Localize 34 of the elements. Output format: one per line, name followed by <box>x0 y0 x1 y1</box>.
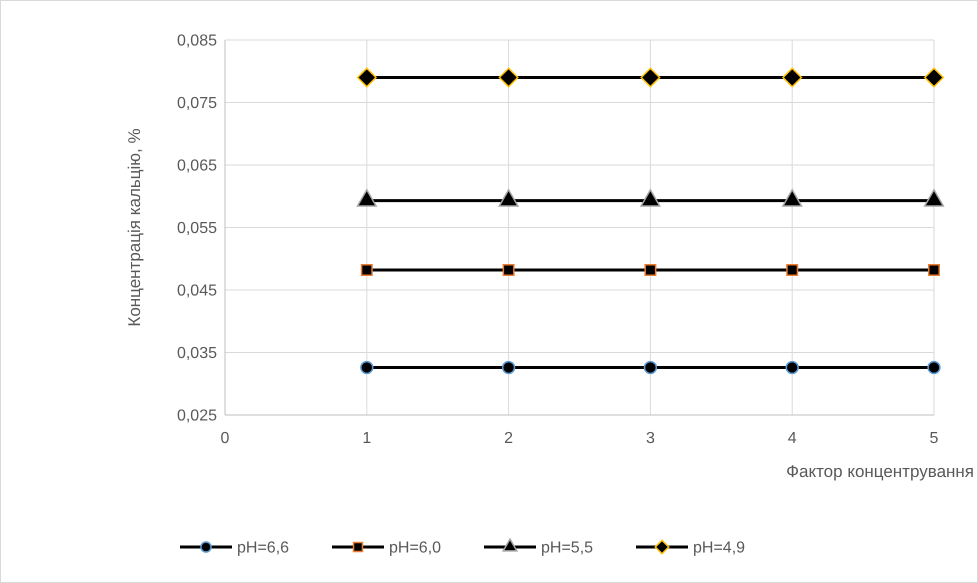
y-tick-label: 0,045 <box>176 282 218 300</box>
y-tick-label: 0,025 <box>176 408 218 425</box>
y-tick-label: 0,065 <box>176 158 218 175</box>
point <box>786 360 799 374</box>
point <box>782 68 802 88</box>
y-tick-label: 0,075 <box>176 95 218 112</box>
x-tick-label: 1 <box>362 430 372 447</box>
x-tick-label: 3 <box>646 430 655 447</box>
y-tick-label: 0,035 <box>176 345 218 362</box>
y-tick-label: 0,055 <box>176 220 218 238</box>
point <box>640 68 660 88</box>
point <box>502 264 515 276</box>
point <box>786 264 798 276</box>
legend-label: pH=4,9 <box>693 540 746 557</box>
point <box>498 68 519 88</box>
point <box>360 360 374 374</box>
x-tick-label: 0 <box>220 430 230 447</box>
legend-label: pH=5,5 <box>541 540 594 557</box>
x-axis-title: Фактор концентрування <box>786 462 974 481</box>
legend-label: pH=6,6 <box>237 540 290 557</box>
point <box>928 264 940 276</box>
point <box>356 68 377 88</box>
point <box>924 68 944 88</box>
x-tick-label: 2 <box>504 430 514 447</box>
point <box>360 264 373 276</box>
y-axis-title: Концентрація кальцію, % <box>125 128 144 327</box>
point <box>644 264 656 276</box>
point <box>644 360 658 374</box>
legend-label: pH=6,0 <box>389 540 442 557</box>
point <box>927 360 941 374</box>
x-tick-label: 5 <box>930 430 939 447</box>
point <box>502 360 516 374</box>
y-tick-label: 0,085 <box>176 32 218 50</box>
x-tick-label: 4 <box>788 430 797 447</box>
